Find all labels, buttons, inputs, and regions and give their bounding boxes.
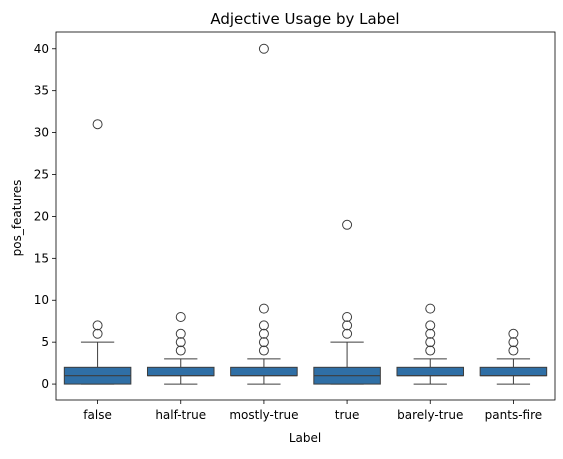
- x-tick-label: barely-true: [397, 408, 463, 422]
- outlier-point: [342, 219, 353, 230]
- outlier-point: [508, 337, 519, 348]
- y-tick-label: 25: [34, 168, 49, 182]
- x-tick-label: false: [83, 408, 112, 422]
- chart-title: Adjective Usage by Label: [210, 10, 399, 28]
- y-tick-label: 40: [34, 42, 49, 56]
- outlier-point: [258, 43, 269, 54]
- outlier-point: [258, 303, 269, 314]
- outlier-point: [175, 337, 186, 348]
- box-mostly-true: [230, 43, 298, 385]
- outlier-point: [342, 320, 353, 331]
- outlier-point: [342, 312, 353, 323]
- outlier-point: [508, 328, 519, 339]
- box-half-true: [146, 312, 215, 385]
- plot-frame: [55, 31, 556, 401]
- outlier-point: [258, 345, 269, 356]
- outlier-point: [92, 119, 103, 130]
- y-tick-label: 20: [34, 209, 49, 223]
- y-tick-label: 10: [34, 293, 49, 307]
- outlier-point: [175, 345, 186, 356]
- box-iqr: [396, 366, 465, 377]
- outlier-point: [425, 320, 436, 331]
- x-axis-label: Label: [289, 431, 321, 445]
- y-tick-label: 30: [34, 126, 49, 140]
- x-tick-label: mostly-true: [229, 408, 298, 422]
- box-barely-true: [396, 303, 465, 385]
- box-iqr: [146, 366, 215, 377]
- x-tick-label: true: [335, 408, 360, 422]
- box-pants-fire: [479, 328, 548, 385]
- outlier-point: [425, 345, 436, 356]
- outlier-point: [258, 328, 269, 339]
- x-tick-label: half-true: [155, 408, 206, 422]
- outlier-point: [92, 320, 103, 331]
- outlier-point: [425, 303, 436, 314]
- y-tick-label: 35: [34, 84, 49, 98]
- y-axis: 0 5 10 15 20 25 30 35 40: [34, 42, 56, 391]
- outlier-point: [92, 328, 103, 339]
- outlier-point: [425, 328, 436, 339]
- plot-area: [55, 31, 556, 401]
- outlier-point: [342, 328, 353, 339]
- box-iqr: [479, 366, 548, 377]
- y-tick-label: 5: [41, 335, 49, 349]
- outlier-point: [175, 312, 186, 323]
- outlier-point: [508, 345, 519, 356]
- outlier-point: [175, 328, 186, 339]
- y-tick-label: 15: [34, 251, 49, 265]
- y-axis-label: pos_features: [10, 180, 24, 257]
- outlier-point: [258, 320, 269, 331]
- box-iqr: [230, 366, 298, 377]
- y-tick-label: 0: [41, 377, 49, 391]
- outlier-point: [258, 337, 269, 348]
- x-tick-label: pants-fire: [485, 408, 542, 422]
- outlier-point: [425, 337, 436, 348]
- x-axis: false half-true mostly-true true barely-true…: [83, 400, 542, 422]
- box-false: [63, 119, 132, 385]
- box-true: [313, 219, 381, 385]
